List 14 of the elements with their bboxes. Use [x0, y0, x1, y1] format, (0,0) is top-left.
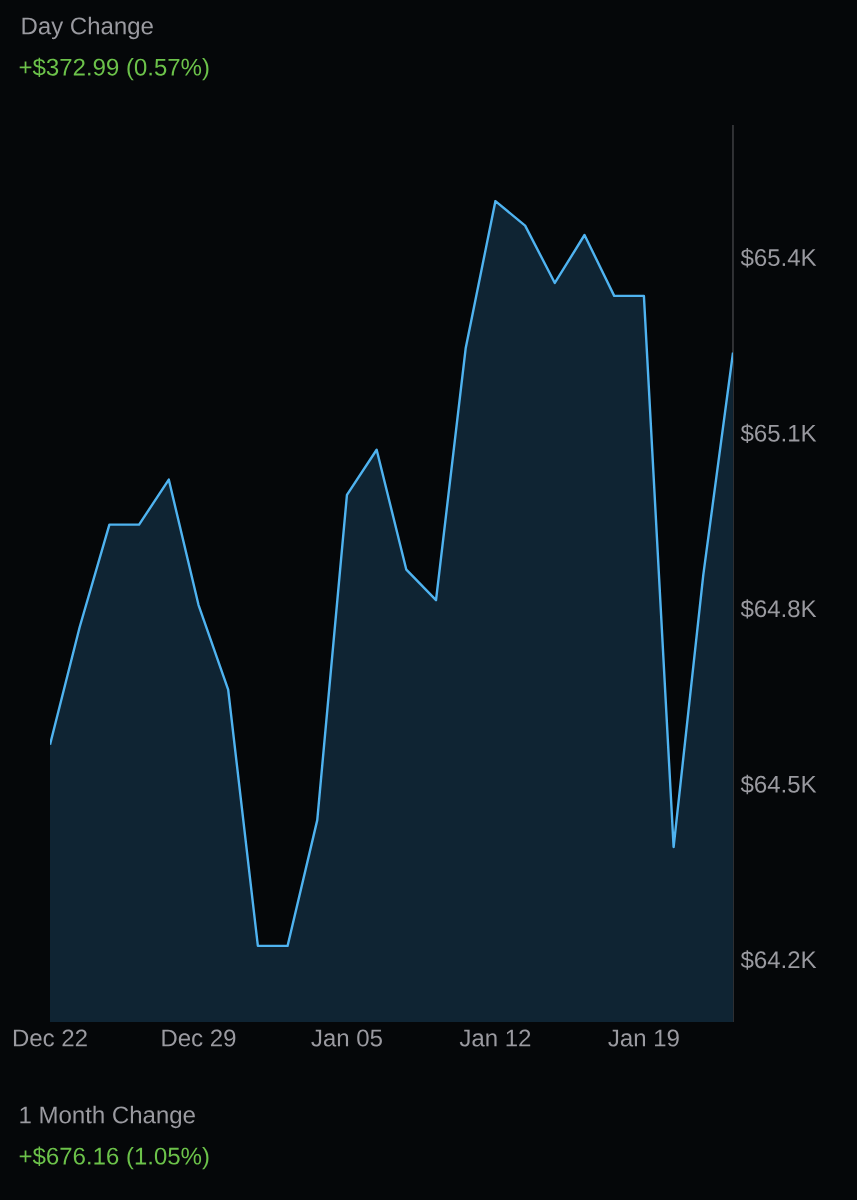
- text: 1 Month Change: [20, 1105, 195, 1129]
- y-tick-label: $65.1K: [740, 423, 817, 444]
- x-tick-label: Jan 19: [608, 1029, 679, 1047]
- chart-subtitle: +$372.99 (0.57%): [19, 57, 209, 81]
- x-tick-label: Jan 12: [459, 1029, 531, 1047]
- y-tick-label: $64.5K: [740, 774, 817, 795]
- text: +$676.16 (1.05%): [19, 1146, 209, 1170]
- x-tick-label: Dec 22: [13, 1029, 87, 1047]
- chart-title: Day Change: [22, 16, 153, 40]
- y-tick-label: $65.4K: [740, 248, 817, 268]
- y-tick-label: $64.8K: [740, 599, 817, 619]
- x-tick-label: Jan 05: [311, 1029, 382, 1047]
- y-tick-label: $64.2K: [740, 950, 817, 970]
- x-tick-label: Dec 29: [162, 1029, 236, 1047]
